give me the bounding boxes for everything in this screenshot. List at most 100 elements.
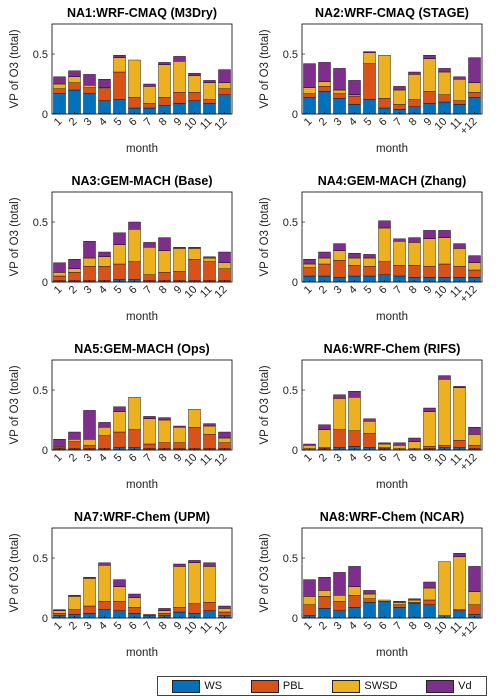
bar-segment-swsd <box>128 229 141 262</box>
bar-segment-vd <box>348 566 361 588</box>
bar-segment-swsd <box>453 78 466 101</box>
bar-segment-swsd <box>53 610 66 614</box>
x-tick-label: 6 <box>127 620 140 633</box>
bar-segment-pbl <box>203 99 216 104</box>
bar-segment-ws <box>53 93 66 115</box>
bar-segment-vd <box>453 553 466 558</box>
bar-segment-pbl <box>438 94 451 103</box>
bar-segment-swsd <box>113 411 126 433</box>
x-tick-label: 1 <box>302 620 315 633</box>
x-tick-label: 8 <box>157 452 170 465</box>
bar-segment-pbl <box>98 88 111 102</box>
bar-segment-pbl <box>128 429 141 448</box>
x-tick-label: 9 <box>172 116 185 129</box>
bar-segment-vd <box>408 598 421 601</box>
y-tick-label: 0.5 <box>33 49 48 61</box>
bar-segment-vd <box>203 80 216 84</box>
bar-segment-vd <box>438 230 451 238</box>
x-tick-label: +12 <box>458 620 480 642</box>
x-tick-label: 4 <box>97 116 110 129</box>
x-tick-label: 6 <box>127 116 140 129</box>
bar-segment-swsd <box>113 586 126 602</box>
x-axis-label: month <box>126 311 158 323</box>
chart-panel-7: NA7:WRF-Chem (UPM)1 2 3 4 5 6 7 8 910111200.5mon… <box>9 510 233 659</box>
bar-segment-pbl <box>68 272 81 282</box>
bar-segment-pbl <box>143 614 156 616</box>
bar-segment-pbl <box>68 441 81 449</box>
bar-segment-pbl <box>128 96 141 109</box>
bar-segment-vd <box>303 443 316 446</box>
bar-segment-pbl <box>203 434 216 450</box>
bar-segment-vd <box>468 57 481 83</box>
x-tick-label: 2 <box>67 452 80 465</box>
x-tick-label: 10 <box>432 116 449 133</box>
bar-segment-swsd <box>128 397 141 430</box>
y-axis-label: VP of O3 (total) <box>259 197 271 276</box>
bar-segment-swsd <box>173 426 186 443</box>
x-tick-label: 4 <box>347 452 360 465</box>
x-tick-label: 2 <box>317 620 330 633</box>
bar-segment-pbl <box>393 264 406 277</box>
x-axis-label: month <box>376 479 408 491</box>
bar-segment-swsd <box>318 257 331 265</box>
bar-segment-vd <box>128 593 141 598</box>
bar-segment-swsd <box>438 379 451 446</box>
x-tick-label: +12 <box>458 452 480 474</box>
bar-segment-pbl <box>173 606 186 613</box>
bar-segment-pbl <box>113 71 126 100</box>
bar-segment-vd <box>423 55 436 60</box>
x-tick-label: 12 <box>212 452 229 469</box>
bar-segment-vd <box>113 55 126 58</box>
bar-segment-swsd <box>318 429 331 448</box>
bar-segment-pbl <box>83 605 96 614</box>
legend-item-swsd: SWSD <box>332 679 397 693</box>
bar-segment-vd <box>333 68 346 91</box>
bar-segment-swsd <box>333 250 346 261</box>
x-tick-label: 1 <box>52 620 65 633</box>
y-tick-label: 0 <box>292 445 298 457</box>
x-tick-label: 6 <box>127 284 140 297</box>
y-tick-label: 0 <box>42 277 48 289</box>
bar-segment-vd <box>128 221 141 230</box>
axes-frame <box>51 359 233 451</box>
bar-segment-swsd <box>468 591 481 605</box>
bar-segment-swsd <box>158 250 171 273</box>
x-tick-label: 4 <box>97 284 110 297</box>
bar-segment-swsd <box>333 89 346 94</box>
bar-segment-vd <box>53 262 66 273</box>
x-tick-label: 8 <box>157 620 170 633</box>
x-tick-label: 9 <box>172 284 185 297</box>
bar-segment-ws <box>303 96 316 115</box>
y-axis-label: VP of O3 (total) <box>9 365 21 444</box>
bar-segment-swsd <box>303 87 316 94</box>
y-axis-label: VP of O3 (total) <box>9 197 21 276</box>
bar-segment-pbl <box>393 104 406 110</box>
y-tick-label: 0.5 <box>283 49 298 61</box>
bar-segment-pbl <box>158 612 171 616</box>
y-axis-label: VP of O3 (total) <box>259 365 271 444</box>
x-tick-label: 7 <box>392 116 405 129</box>
bar-segment-vd <box>333 572 346 596</box>
bar-segment-vd <box>203 423 216 427</box>
bar-segment-vd <box>468 566 481 592</box>
x-tick-label: 7 <box>392 284 405 297</box>
x-tick-label: 2 <box>317 116 330 129</box>
bar-segment-swsd <box>143 246 156 275</box>
y-axis-label: VP of O3 (total) <box>259 533 271 612</box>
x-tick-label: 9 <box>172 452 185 465</box>
bar-segment-vd <box>318 424 331 430</box>
bar-segment-pbl <box>218 268 231 282</box>
y-tick-label: 0 <box>42 445 48 457</box>
bar-segment-pbl <box>98 266 111 282</box>
x-tick-label: 12 <box>212 116 229 133</box>
bar-segment-swsd <box>68 268 81 273</box>
bar-segment-swsd <box>68 596 81 610</box>
bar-segment-vd <box>68 70 81 78</box>
chart-panel-8: NA8:WRF-Chem (NCAR)1 2 3 4 5 6 7 8 91011+1200.5m… <box>259 510 483 659</box>
x-tick-label: 3 <box>332 620 345 633</box>
x-axis-label: month <box>376 647 408 659</box>
bar-segment-ws <box>333 98 346 115</box>
bar-segment-vd <box>218 431 231 439</box>
x-tick-label: 10 <box>182 452 199 469</box>
bar-segment-pbl <box>408 264 421 278</box>
